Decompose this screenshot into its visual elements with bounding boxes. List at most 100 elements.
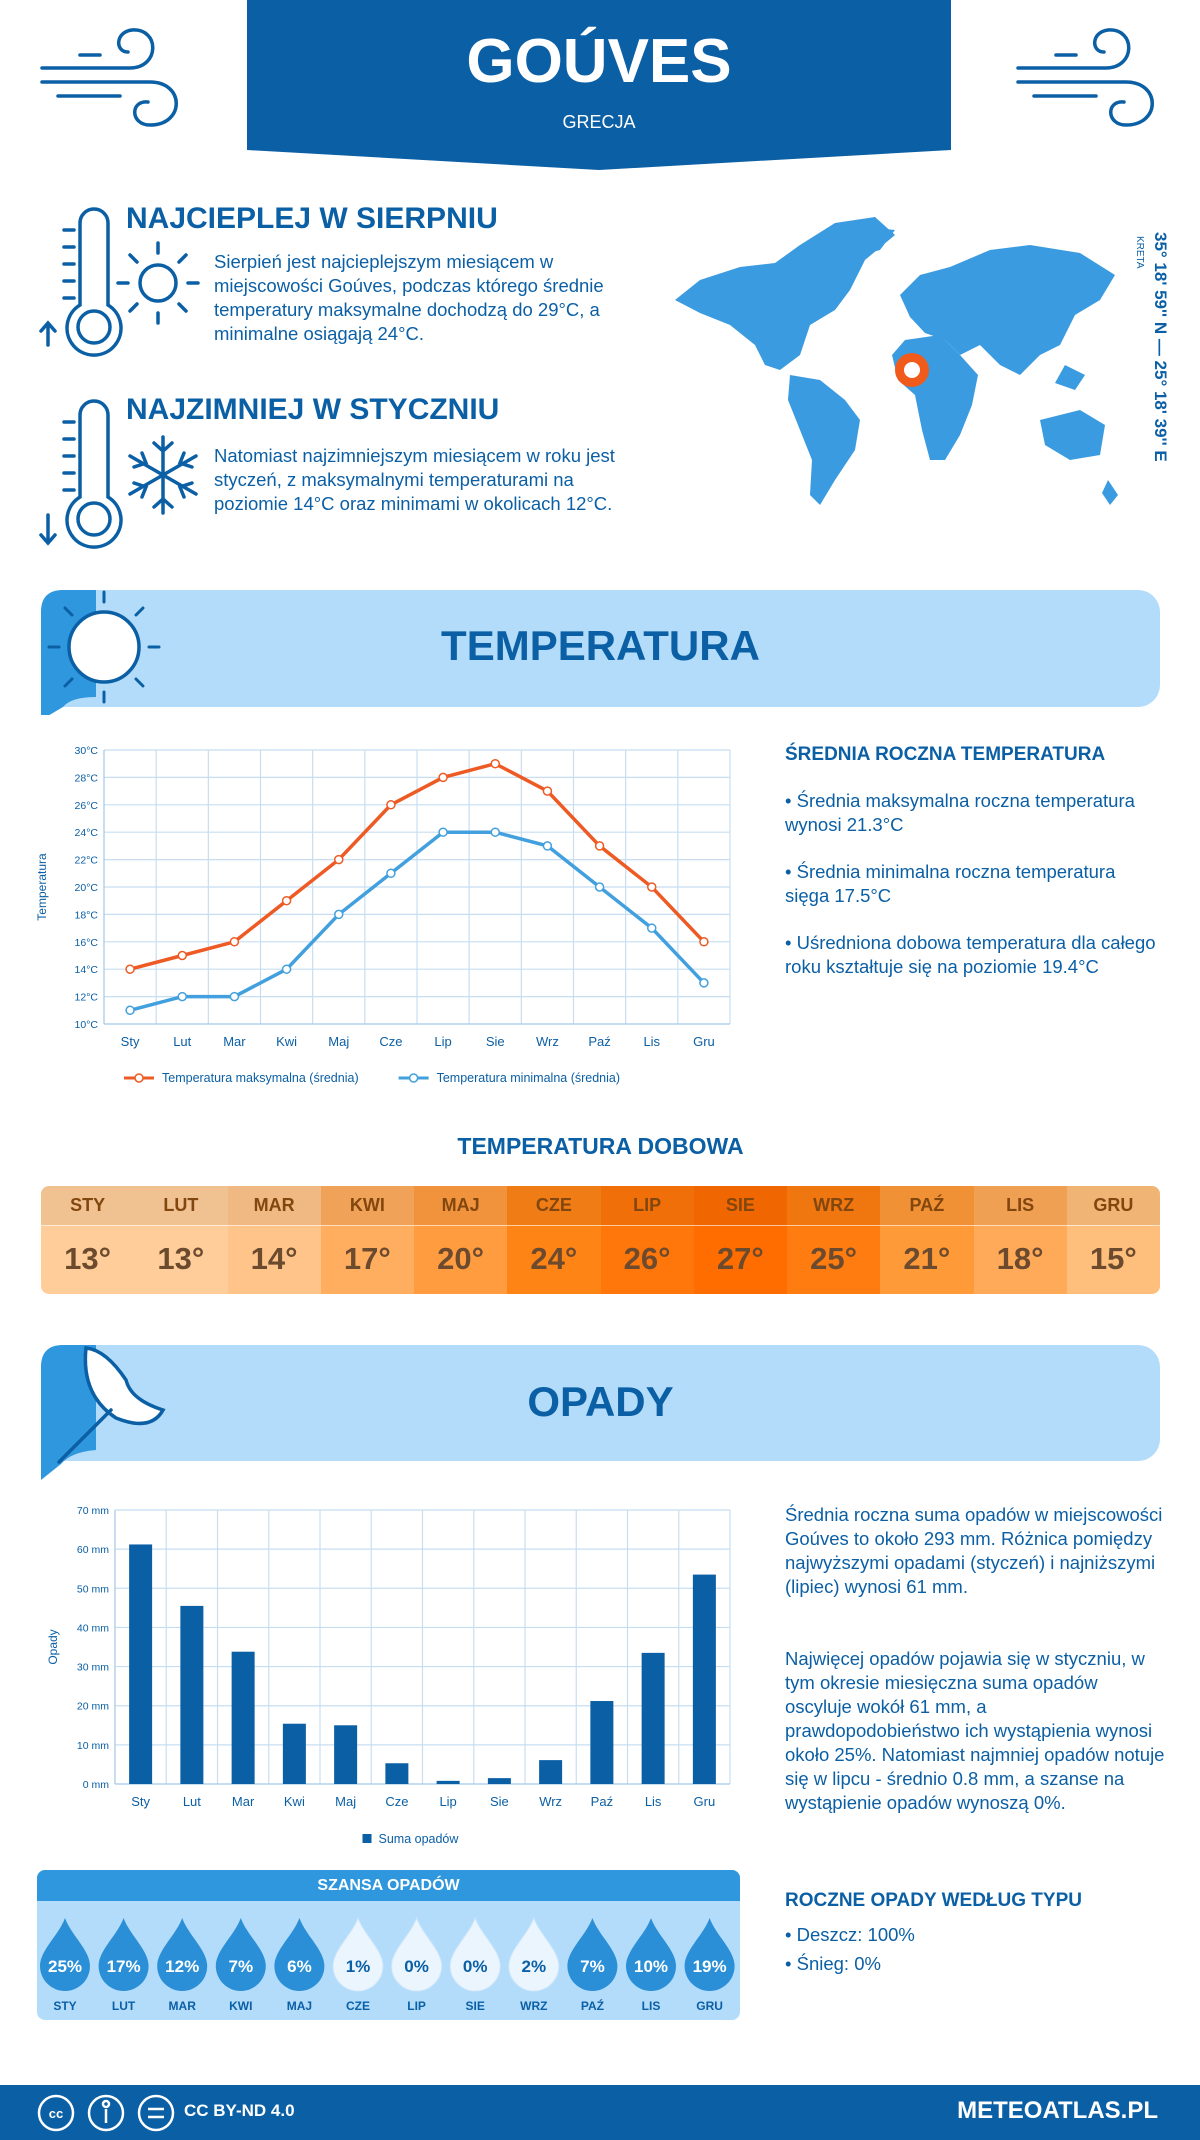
daily-month: PAŹ	[880, 1186, 974, 1225]
header-graphics	[40, 0, 1154, 170]
bar	[436, 1780, 460, 1784]
x-tick-label: Cze	[385, 1794, 408, 1809]
y-tick-label: 30°C	[75, 745, 99, 757]
sun-icon	[41, 590, 161, 715]
daily-month: SIE	[693, 1186, 787, 1225]
point	[125, 1005, 135, 1016]
license-icons: cc	[37, 2094, 175, 2132]
legend-label: Temperatura maksymalna (średnia)	[162, 1071, 359, 1085]
daily-value: 13°	[41, 1225, 135, 1294]
daily-column: PAŹ 21°	[880, 1186, 974, 1294]
point	[177, 950, 187, 961]
bar	[692, 1574, 716, 1784]
city-title: GOÚVES	[466, 27, 732, 96]
daily-month: STY	[41, 1186, 135, 1225]
svg-text:cc: cc	[49, 2106, 63, 2121]
bar	[641, 1652, 665, 1784]
site-link[interactable]: METEOATLAS.PL	[957, 2097, 1158, 2124]
x-tick-label: Sie	[486, 1034, 505, 1049]
y-tick-label: 18°C	[75, 909, 99, 921]
coldest-title: NAJZIMNIEJ W STYCZNIU	[126, 393, 500, 426]
daily-value: 24°	[507, 1225, 601, 1294]
point	[386, 800, 396, 810]
y-tick-label: 20°C	[75, 882, 99, 894]
daily-month: LIP	[600, 1186, 694, 1225]
daily-value: 17°	[320, 1225, 414, 1294]
precipitation-title: OPADY	[527, 1378, 674, 1425]
y-tick-label: 14°C	[75, 964, 99, 976]
daily-value: 25°	[787, 1225, 881, 1294]
wind-icon	[40, 28, 1154, 127]
point	[438, 827, 448, 837]
chance-title: SZANSA OPADÓW	[37, 1870, 740, 1901]
x-tick-label: Sty	[131, 1794, 150, 1809]
country: GRECJA	[562, 112, 636, 132]
point	[438, 772, 448, 783]
bar	[590, 1701, 614, 1784]
point	[647, 923, 657, 933]
daily-column: LIP 26°	[600, 1186, 694, 1294]
x-tick-label: Kwi	[276, 1034, 297, 1049]
y-tick-label: 22°C	[75, 855, 99, 867]
daily-column: SIE 27°	[693, 1186, 787, 1294]
daily-column: LUT 13°	[134, 1186, 228, 1294]
point	[594, 882, 605, 892]
legend-swatch	[362, 1834, 372, 1843]
daily-column: LIS 18°	[973, 1186, 1067, 1294]
point	[386, 868, 396, 879]
point	[647, 882, 657, 892]
x-tick-label: Sty	[121, 1034, 140, 1049]
point	[281, 964, 292, 974]
y-tick-label: 26°C	[75, 800, 99, 812]
hottest-text: Sierpień jest najcieplejszym miesiącem w…	[214, 251, 604, 344]
daily-title: TEMPERATURA DOBOWA	[457, 1133, 744, 1159]
footer	[0, 2085, 1200, 2140]
daily-value: 14°	[227, 1225, 321, 1294]
daily-column: KWI 17°	[320, 1186, 414, 1294]
y-tick-label: 10 mm	[77, 1740, 109, 1752]
x-tick-label: Lut	[183, 1794, 201, 1809]
y-tick-label: 60 mm	[77, 1544, 109, 1556]
y-axis-label: Opady	[46, 1629, 60, 1664]
point	[490, 827, 500, 837]
x-tick-label: Maj	[328, 1034, 349, 1049]
daily-column: CZE 24°	[507, 1186, 601, 1294]
daily-month: LUT	[134, 1186, 228, 1225]
x-tick-label: Wrz	[539, 1794, 562, 1809]
bar	[334, 1725, 358, 1784]
bar	[385, 1763, 409, 1784]
daily-value: 18°	[973, 1225, 1067, 1294]
point	[229, 991, 240, 1002]
legend-label: Temperatura minimalna (średnia)	[437, 1071, 620, 1085]
point	[334, 854, 344, 865]
x-tick-label: Lis	[643, 1034, 660, 1049]
hottest-title: NAJCIEPLEJ W SIERPNIU	[126, 202, 498, 235]
summary-item: • Średnia minimalna roczna temperatura s…	[785, 861, 1116, 906]
precipitation-text: Średnia roczna suma opadów w miejscowośc…	[785, 1504, 1163, 1597]
daily-table: STY 13° LUT 13° MAR 14° KWI 17° MAJ 20° CZE 24° LIP 2…	[41, 1186, 1160, 1294]
point	[699, 937, 709, 947]
point	[594, 841, 605, 851]
legend-label: Suma opadów	[379, 1832, 460, 1846]
series-line	[129, 761, 706, 971]
x-tick-label: Lip	[439, 1794, 456, 1809]
license[interactable]: CC BY-ND 4.0	[184, 2101, 295, 2120]
daily-column: MAR 14°	[227, 1186, 321, 1294]
region-label: KRETA	[1134, 236, 1145, 269]
point	[490, 758, 500, 769]
y-tick-label: 10°C	[75, 1019, 99, 1031]
point	[699, 978, 709, 988]
type-title: ROCZNE OPADY WEDŁUG TYPU	[785, 1890, 1082, 1911]
type-item: • Śnieg: 0%	[785, 1953, 881, 1974]
x-tick-label: Cze	[379, 1034, 402, 1049]
point	[542, 841, 553, 851]
x-tick-label: Mar	[232, 1794, 255, 1809]
daily-month: KWI	[320, 1186, 414, 1225]
x-tick-label: Gru	[694, 1794, 716, 1809]
point	[177, 991, 187, 1002]
daily-month: MAJ	[414, 1186, 508, 1225]
x-tick-label: Gru	[693, 1034, 715, 1049]
daily-month: MAR	[227, 1186, 321, 1225]
climate-icons	[39, 207, 200, 549]
y-tick-label: 12°C	[75, 992, 99, 1004]
